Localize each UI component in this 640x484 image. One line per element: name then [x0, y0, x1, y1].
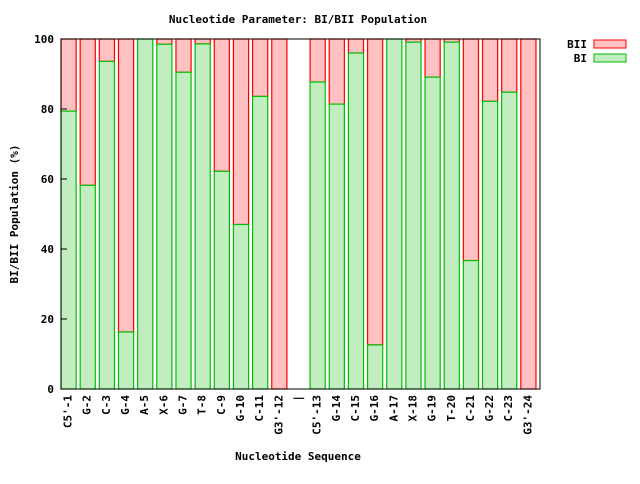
x-tick-label: G-22	[483, 395, 496, 422]
bar-bii-2	[98, 38, 116, 62]
legend-swatch-bi	[593, 53, 627, 63]
x-tick-label: T-8	[196, 395, 209, 415]
legend: BII BI	[567, 38, 627, 65]
y-tick-label: 80	[41, 103, 54, 116]
bar-bi-19	[424, 76, 441, 390]
bar-bii-23	[501, 38, 518, 93]
x-tick-label: G3'-24	[521, 395, 534, 435]
bar-bi-5	[156, 43, 173, 390]
y-tick-label: 60	[41, 173, 54, 186]
bar-bi-4	[137, 38, 154, 390]
x-ticks-group: C5'-1 G-2 C-3 G-4 A-5 X-6 G-7 T-8 C-9 G-10 C-11 G3'…	[62, 395, 535, 435]
legend-swatch-bii	[593, 39, 627, 49]
bar-bii-6	[175, 38, 192, 73]
bar-bii-14	[328, 38, 345, 105]
bar-bi-22	[481, 100, 499, 390]
bar-bi-20	[443, 41, 460, 390]
bar-bi-1	[79, 184, 96, 390]
x-tick-label: A-17	[387, 395, 400, 422]
bar-bi-9	[232, 223, 250, 390]
x-tick-label: |	[291, 395, 304, 402]
x-tick-label: C5'-13	[311, 395, 324, 435]
bar-bi-17	[386, 38, 403, 390]
x-tick-label: C-11	[253, 395, 266, 422]
bar-bi-3	[117, 331, 135, 390]
y-tick-label: 100	[34, 33, 54, 46]
bar-bi-15	[347, 52, 365, 390]
bar-bii-9	[232, 38, 250, 226]
bar-bi-21	[462, 259, 480, 390]
bars-group	[60, 38, 537, 390]
bar-bii-19	[424, 38, 441, 78]
bar-bi-6	[175, 71, 192, 390]
bar-bii-24	[520, 38, 537, 390]
bar-bii-16	[366, 38, 384, 346]
y-tick-label: 40	[41, 243, 54, 256]
y-ticks-group: 0 20 40 60 80 100	[34, 33, 67, 396]
y-axis-label: BI/BII Population (%)	[8, 144, 21, 283]
bar-bi-10	[252, 95, 269, 390]
bar-bii-0	[60, 38, 77, 112]
x-tick-label: T-20	[445, 395, 458, 422]
bar-bii-8	[213, 38, 231, 172]
x-tick-label: A-5	[138, 395, 151, 415]
x-tick-label: C5'-1	[62, 395, 75, 428]
y-tick-label: 0	[47, 383, 54, 396]
bar-bii-22	[481, 38, 499, 102]
x-tick-label: G-14	[330, 395, 343, 422]
bar-bii-11	[271, 38, 288, 390]
x-axis-label: Nucleotide Sequence	[235, 450, 361, 463]
bar-bii-5	[156, 38, 173, 45]
x-tick-label: G-4	[119, 395, 132, 415]
bar-bii-13	[309, 38, 326, 83]
x-tick-label: C-9	[215, 395, 228, 415]
bar-bi-23	[501, 91, 518, 390]
chart-title: Nucleotide Parameter: BI/BII Population	[169, 13, 427, 26]
bar-bi-0	[60, 110, 77, 390]
bar-bii-15	[347, 38, 365, 54]
bar-bii-21	[462, 38, 480, 262]
x-tick-label: G-10	[234, 395, 247, 422]
x-tick-label: C-15	[349, 395, 362, 422]
x-tick-label: C-3	[100, 395, 113, 415]
x-tick-label: C-23	[502, 395, 515, 422]
bar-bi-7	[194, 43, 211, 390]
x-tick-label: C-21	[464, 395, 477, 422]
x-tick-label: G3'-12	[272, 395, 285, 435]
bar-bi-16	[366, 344, 384, 390]
bar-bii-7	[194, 38, 211, 45]
bar-bi-8	[213, 170, 231, 390]
legend-label-bii: BII	[567, 38, 587, 51]
y-tick-label: 20	[41, 313, 54, 326]
x-tick-label: G-7	[177, 395, 190, 415]
x-tick-label: X-18	[406, 395, 419, 422]
bar-bii-3	[117, 38, 135, 333]
bar-bi-2	[98, 60, 116, 390]
bar-bii-10	[252, 38, 269, 98]
x-tick-label: G-2	[81, 395, 94, 415]
x-tick-label: G-16	[368, 395, 381, 422]
bar-bi-14	[328, 103, 345, 390]
bar-bii-1	[79, 38, 96, 186]
plot-border	[60, 38, 541, 390]
x-tick-label: X-6	[157, 395, 170, 415]
bar-bi-13	[309, 81, 326, 390]
legend-label-bi: BI	[574, 52, 587, 65]
bar-bi-18	[405, 41, 422, 390]
x-tick-label: G-19	[426, 395, 439, 422]
